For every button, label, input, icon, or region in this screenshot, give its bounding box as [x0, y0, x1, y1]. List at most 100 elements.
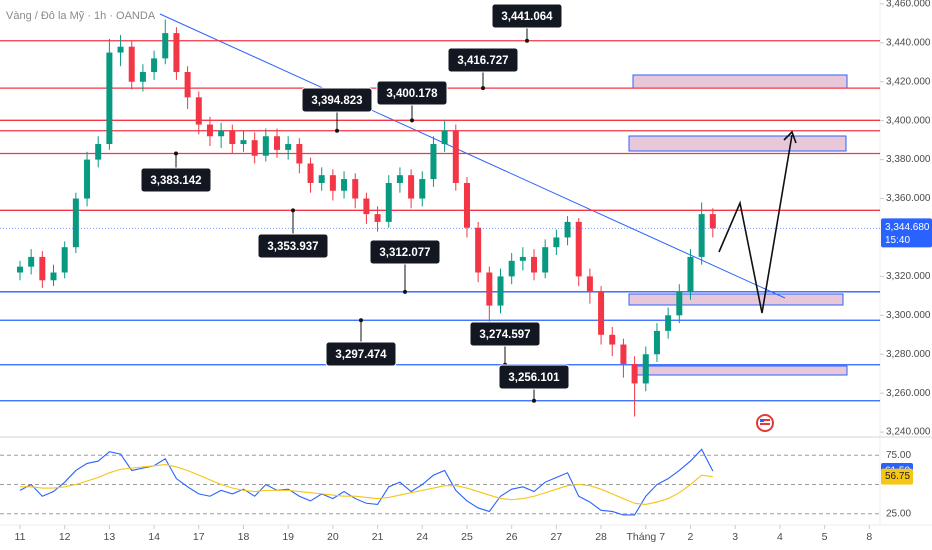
candle-body: [296, 144, 303, 164]
candle-body: [698, 214, 705, 257]
rsi-tag-label: 56.75: [885, 471, 910, 482]
y-tick-label: 3,240.000: [886, 427, 931, 438]
candle-body: [631, 363, 638, 384]
flag-canton: [760, 419, 764, 422]
candles: [16, 19, 716, 417]
candle-body: [318, 175, 325, 183]
rsi-line: [19, 448, 714, 516]
candle-body: [586, 276, 593, 292]
candle-body: [385, 182, 392, 222]
candle-body: [117, 46, 124, 53]
candle-body: [665, 315, 672, 331]
trendline: [159, 13, 786, 299]
candle-body: [363, 198, 370, 215]
level-dot: [525, 38, 529, 43]
level-label: 3,312.077: [379, 247, 430, 259]
level-box: [301, 87, 373, 113]
candle-body: [240, 140, 247, 145]
candle-body: [39, 256, 46, 281]
rsi-tick-label: 75.00: [886, 450, 911, 461]
candle-body: [486, 272, 493, 306]
candle-body: [564, 221, 571, 238]
candle-body: [61, 247, 68, 273]
flag-stripe: [760, 419, 770, 421]
level-box: [498, 364, 570, 390]
candle-body: [497, 276, 504, 306]
candle-body: [396, 175, 403, 183]
level-dot: [410, 118, 414, 123]
candle-body: [307, 163, 314, 183]
candle-body: [50, 272, 57, 281]
x-tick-label: 18: [238, 531, 250, 543]
x-tick-label: 3: [732, 531, 738, 543]
y-tick-label: 3,460.000: [886, 0, 931, 10]
x-tick-label: 8: [866, 531, 872, 543]
level-box: [257, 233, 329, 259]
candle-body: [285, 144, 292, 150]
arrow-head: [783, 130, 797, 144]
zone: [635, 365, 848, 376]
x-tick-label: 11: [15, 531, 26, 543]
candle-body: [575, 221, 582, 277]
level-box: [447, 47, 519, 73]
candle-body: [676, 291, 683, 316]
y-tick-label: 3,320.000: [886, 271, 931, 282]
candle-body: [151, 58, 158, 73]
level-box: [376, 80, 448, 106]
candle-body: [274, 136, 281, 150]
flag-stripe: [760, 423, 770, 425]
candle-body: [463, 182, 470, 228]
candle-body: [206, 124, 213, 137]
level-label: 3,400.178: [386, 88, 438, 100]
level-dot: [359, 318, 363, 323]
levels: [0, 40, 880, 402]
forecast-arrow: [718, 134, 793, 314]
candle-body: [553, 237, 560, 248]
rsi-tag: [881, 468, 913, 485]
x-tick-label: 12: [59, 531, 71, 543]
candle-body: [687, 256, 694, 292]
candle-body: [408, 175, 415, 199]
level-label: 3,416.727: [457, 55, 508, 67]
level-box: [325, 341, 397, 367]
candle-body: [508, 260, 515, 277]
x-tick-label: 25: [461, 531, 473, 543]
candle-body: [642, 354, 649, 384]
chart-title: Vàng / Đô la Mỹ · 1h · OANDA: [6, 10, 156, 22]
candle-body: [329, 175, 336, 191]
level-label: 3,297.474: [335, 349, 387, 361]
candle-body: [609, 334, 616, 345]
candle-body: [84, 159, 91, 199]
x-tick-label: 28: [595, 531, 607, 543]
level-label: 3,383.142: [150, 175, 201, 187]
rsi-line: [19, 464, 713, 505]
candle-body: [452, 130, 459, 183]
last-price-tag: [881, 218, 932, 248]
candle-body: [419, 179, 426, 199]
level-dot: [532, 398, 536, 403]
level-dot: [174, 151, 178, 156]
candle-body: [262, 136, 269, 156]
candle-body: [162, 33, 169, 59]
level-label: 3,394.823: [311, 95, 362, 107]
candle-body: [430, 144, 437, 180]
us-flag-icon: [756, 414, 774, 432]
candle-body: [195, 97, 202, 125]
candle-body: [352, 179, 359, 199]
y-tick-label: 3,420.000: [886, 76, 931, 87]
level-box: [369, 239, 441, 265]
level-label: 3,441.064: [501, 11, 553, 23]
x-tick-label: 20: [327, 531, 339, 543]
candle-body: [106, 52, 113, 145]
candle-body: [184, 72, 191, 98]
level-dot: [481, 86, 485, 91]
x-tick-label: 24: [416, 531, 428, 543]
candle-body: [341, 179, 348, 191]
candle-body: [173, 33, 180, 73]
x-tick-label: 21: [372, 531, 384, 543]
candle-body: [475, 227, 482, 273]
level-box: [469, 321, 541, 347]
x-tick-label: 17: [193, 531, 205, 543]
